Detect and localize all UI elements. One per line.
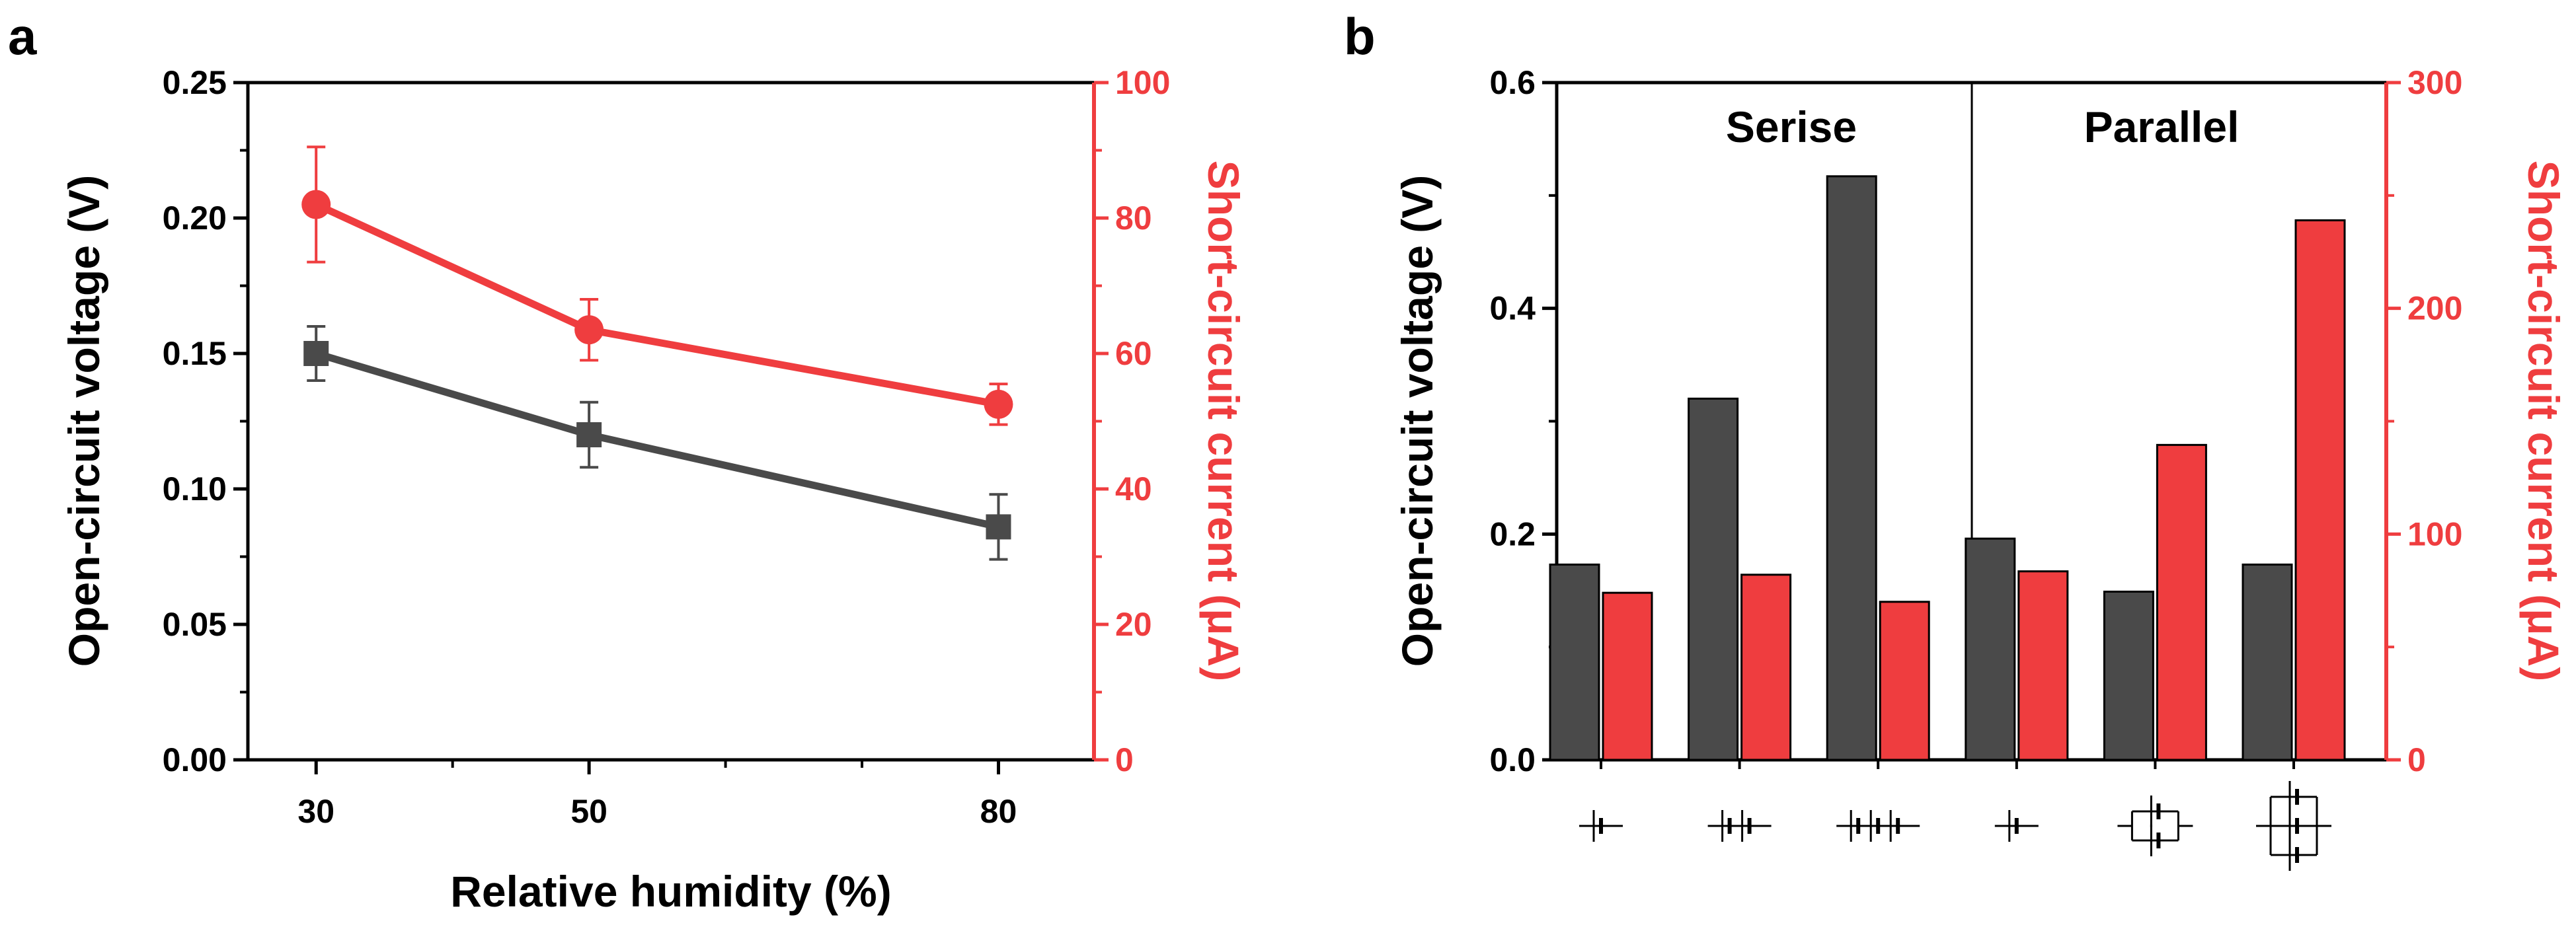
a-left-tick-label: 0.10 <box>163 470 227 507</box>
a-data-point-square <box>986 514 1011 540</box>
panel-a-right-y-axis-title: Short-circuit current (μA) <box>1199 161 1248 681</box>
b-right-tick-label: 0 <box>2407 741 2426 778</box>
panel-b-right-y-axis-title: Short-circuit current (μA) <box>2519 161 2568 681</box>
b-bar-current <box>2017 570 2069 761</box>
series-3-cell-icon <box>1836 810 1920 842</box>
a-right-tick-label: 60 <box>1115 335 1152 372</box>
a-right-tick-label: 100 <box>1115 64 1170 101</box>
b-bar-voltage <box>1688 397 1739 761</box>
panel-b-right-y-ticks: 0 100 200 300 <box>2386 64 2462 778</box>
panel-a-right-y-ticks: 0 20 40 60 80 100 <box>1094 64 1170 778</box>
b-bar-current <box>1740 574 1792 761</box>
panel-a-left-y-ticks: 0.00 0.05 0.10 0.15 0.20 0.25 <box>163 64 248 778</box>
b-left-tick-label: 0.0 <box>1489 741 1536 778</box>
panel-b-left-y-axis-title: Open-circuit voltage (V) <box>1393 175 1442 667</box>
a-x-tick-label: 50 <box>570 793 607 830</box>
panel-a-x-ticks: 30 50 80 <box>297 760 1017 830</box>
parallel-2-cell-icon <box>2117 796 2193 856</box>
panel-a: a 0.000.050.100.150.200.25 020406080100 … <box>8 7 1248 916</box>
panel-b-letter: b <box>1344 7 1376 65</box>
panel-b: b Serise Parallel 0.0 0.2 0.4 0.6 0 100 200 30… <box>1344 7 2568 871</box>
panel-b-left-y-ticks: 0.0 0.2 0.4 0.6 <box>1489 64 1557 778</box>
a-data-point-circle <box>574 315 604 345</box>
b-left-tick-label: 0.4 <box>1489 290 1536 327</box>
b-bar-voltage <box>1965 537 2016 761</box>
panel-a-plot-frame <box>246 81 1096 762</box>
parallel-3-cell-icon <box>2256 781 2331 871</box>
b-left-tick-label: 0.2 <box>1489 515 1536 552</box>
a-left-tick-label: 0.05 <box>163 606 227 643</box>
panel-b-circuit-icons <box>1579 781 2331 871</box>
b-left-tick-label: 0.6 <box>1489 64 1536 101</box>
panel-a-letter: a <box>8 7 37 65</box>
b-bar-current <box>2294 219 2346 761</box>
b-right-tick-label: 300 <box>2407 64 2462 101</box>
series-2-cell-icon <box>1707 810 1772 842</box>
a-left-tick-label: 0.25 <box>163 64 227 101</box>
b-bar-current <box>1879 601 1930 761</box>
b-bar-current <box>2156 443 2207 761</box>
panel-b-group-label-parallel: Parallel <box>2084 102 2240 151</box>
a-data-point-circle <box>301 190 331 219</box>
b-bar-voltage <box>2103 590 2154 761</box>
panel-b-group-label-series: Serise <box>1726 102 1857 151</box>
series-1-cell-icon <box>1579 810 1623 842</box>
b-bar-current <box>1602 591 1653 761</box>
a-left-tick-label: 0.00 <box>163 741 227 778</box>
a-data-point-square <box>303 341 329 366</box>
a-left-tick-label: 0.20 <box>163 200 227 237</box>
b-right-tick-label: 200 <box>2407 290 2462 327</box>
parallel-1-cell-icon <box>1994 810 2039 842</box>
panel-a-left-y-axis-title: Open-circuit voltage (V) <box>59 175 108 667</box>
a-right-tick-label: 80 <box>1115 200 1152 237</box>
panel-a-x-axis-title: Relative humidity (%) <box>450 867 891 916</box>
b-bar-voltage <box>1549 563 1600 761</box>
a-right-tick-label: 0 <box>1115 741 1134 778</box>
a-series-line <box>315 350 999 531</box>
a-data-point-circle <box>984 389 1013 419</box>
a-right-tick-label: 40 <box>1115 470 1152 507</box>
b-right-tick-label: 100 <box>2407 515 2462 552</box>
a-x-tick-label: 30 <box>297 793 334 830</box>
a-x-tick-label: 80 <box>980 793 1017 830</box>
a-left-tick-label: 0.15 <box>163 335 227 372</box>
a-series-line <box>314 201 999 408</box>
panel-a-series <box>301 145 1013 561</box>
b-bar-voltage <box>2242 563 2293 761</box>
a-data-point-square <box>576 422 602 447</box>
a-right-tick-label: 20 <box>1115 606 1152 643</box>
panel-b-bars <box>1549 175 2346 769</box>
b-bar-voltage <box>1826 175 1877 761</box>
